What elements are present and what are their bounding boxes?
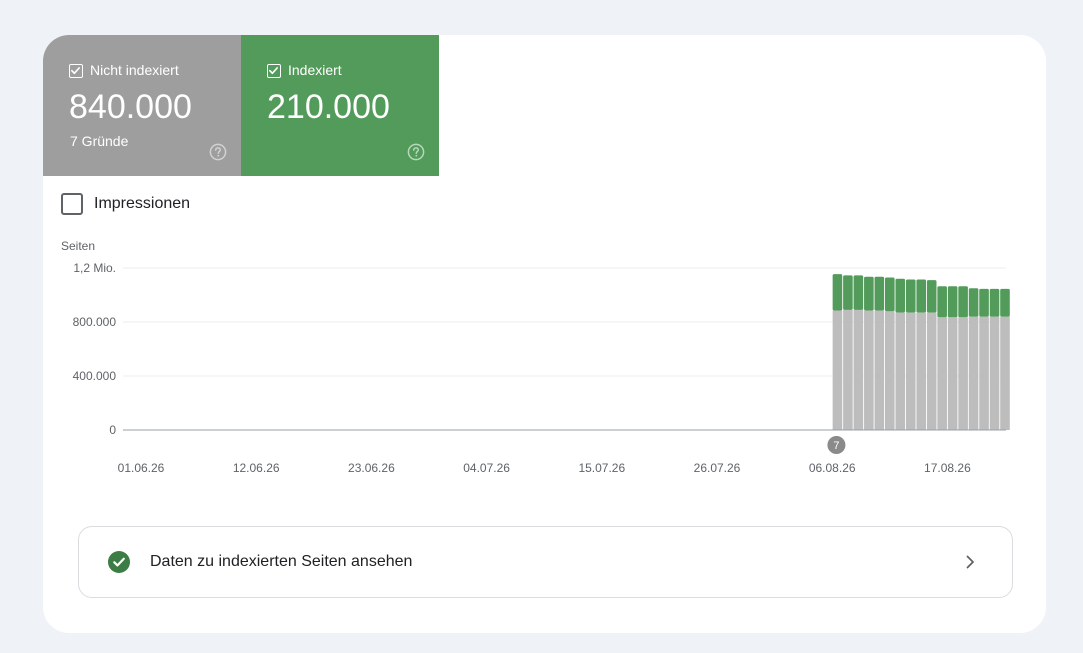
coverage-card: Nicht indexiert 840.000 7 Gründe Indexie… bbox=[43, 35, 1046, 633]
not-indexed-label: Nicht indexiert bbox=[90, 62, 179, 78]
bar-not-indexed bbox=[916, 312, 927, 430]
not-indexed-reasons: 7 Gründe bbox=[70, 133, 129, 149]
x-tick-label: 06.08.26 bbox=[809, 461, 856, 475]
annotation-label: 7 bbox=[833, 440, 839, 452]
bar-indexed bbox=[1000, 288, 1010, 317]
bar-indexed bbox=[958, 286, 968, 318]
bar-not-indexed bbox=[864, 310, 874, 430]
x-tick-label: 26.07.26 bbox=[694, 461, 741, 475]
checkbox-checked-icon[interactable] bbox=[267, 64, 281, 78]
bar-indexed bbox=[937, 286, 947, 318]
indexed-value: 210.000 bbox=[267, 88, 390, 126]
x-tick-label: 17.08.26 bbox=[924, 461, 971, 475]
bar-indexed bbox=[979, 288, 989, 317]
x-tick-label: 04.07.26 bbox=[463, 461, 510, 475]
not-indexed-tile[interactable]: Nicht indexiert 840.000 7 Gründe bbox=[43, 35, 241, 176]
bar-not-indexed bbox=[853, 309, 864, 430]
bar-indexed bbox=[874, 276, 885, 311]
y-tick-label: 1,2 Mio. bbox=[73, 261, 116, 275]
help-circle-icon[interactable] bbox=[407, 143, 425, 161]
impressions-label: Impressionen bbox=[94, 195, 191, 212]
bar-indexed bbox=[905, 279, 916, 313]
bar-not-indexed bbox=[958, 317, 968, 430]
x-tick-label: 12.06.26 bbox=[233, 461, 280, 475]
y-tick-label: 400.000 bbox=[73, 369, 117, 383]
checkbox-unchecked-icon[interactable] bbox=[61, 193, 83, 215]
bar-not-indexed bbox=[937, 317, 947, 430]
bar-not-indexed bbox=[905, 312, 916, 430]
bar-indexed bbox=[885, 277, 895, 312]
bar-not-indexed bbox=[895, 312, 906, 430]
x-tick-label: 01.06.26 bbox=[118, 461, 165, 475]
bar-indexed bbox=[968, 288, 979, 317]
bar-indexed bbox=[864, 276, 874, 311]
bar-not-indexed bbox=[885, 311, 895, 430]
bar-not-indexed bbox=[968, 316, 979, 430]
view-indexed-pages-link[interactable]: Daten zu indexierten Seiten ansehen bbox=[78, 526, 1013, 598]
bar-indexed bbox=[895, 278, 906, 313]
y-axis-label: Seiten bbox=[61, 239, 95, 253]
bar-not-indexed bbox=[979, 316, 989, 430]
bar-indexed bbox=[916, 279, 927, 313]
x-tick-label: 15.07.26 bbox=[578, 461, 625, 475]
bar-not-indexed bbox=[843, 309, 853, 430]
bar-not-indexed bbox=[989, 316, 1000, 430]
bar-not-indexed bbox=[832, 310, 843, 430]
y-tick-label: 0 bbox=[109, 423, 116, 437]
pages-chart: Seiten 0 400.000 800.000 1,2 Mio. 01.06.26 12.… bbox=[61, 239, 1010, 475]
checkbox-checked-icon[interactable] bbox=[69, 64, 83, 78]
not-indexed-value: 840.000 bbox=[69, 88, 192, 126]
bar-indexed bbox=[989, 288, 1000, 317]
bar-not-indexed bbox=[874, 310, 885, 430]
bar-indexed bbox=[853, 275, 864, 310]
x-tick-label: 23.06.26 bbox=[348, 461, 395, 475]
check-circle-icon bbox=[108, 551, 130, 573]
bar-indexed bbox=[832, 274, 843, 311]
bar-not-indexed bbox=[1000, 316, 1010, 430]
view-indexed-pages-label: Daten zu indexierten Seiten ansehen bbox=[150, 553, 413, 570]
bar-not-indexed bbox=[926, 312, 937, 430]
indexed-tile[interactable]: Indexiert 210.000 bbox=[241, 35, 439, 176]
help-circle-icon[interactable] bbox=[209, 143, 227, 161]
bar-indexed bbox=[926, 280, 937, 313]
indexed-label: Indexiert bbox=[288, 62, 342, 78]
y-tick-label: 800.000 bbox=[73, 315, 117, 329]
bar-indexed bbox=[947, 286, 958, 318]
annotation-marker bbox=[827, 436, 846, 454]
chevron-right-icon[interactable] bbox=[962, 554, 978, 570]
bar-indexed bbox=[843, 275, 853, 310]
impressions-toggle[interactable]: Impressionen bbox=[61, 193, 190, 215]
bar-not-indexed bbox=[947, 317, 958, 430]
